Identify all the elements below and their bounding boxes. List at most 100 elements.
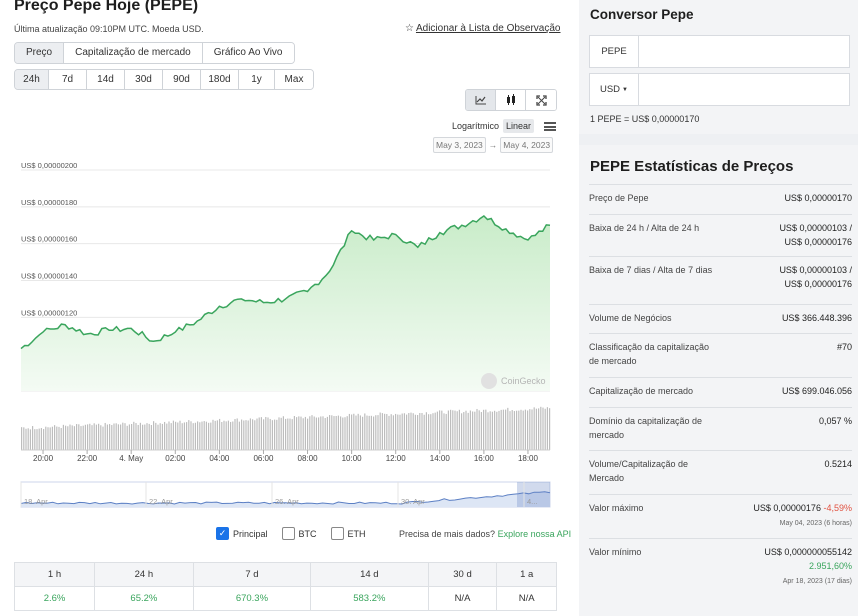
- checkbox-btc[interactable]: [281, 527, 295, 540]
- volume-bar: [188, 420, 190, 450]
- x-tick-label: 02:00: [165, 454, 186, 463]
- volume-bar: [274, 419, 276, 450]
- toggle-eth[interactable]: ETH: [330, 527, 366, 540]
- range-24h[interactable]: 24h: [15, 70, 49, 89]
- range-14d[interactable]: 14d: [87, 70, 125, 89]
- volume-bar: [491, 411, 493, 450]
- checkbox-principal[interactable]: ✓: [216, 527, 229, 540]
- toggle-btc[interactable]: BTC: [281, 527, 317, 540]
- api-link[interactable]: Explore nossa API: [497, 529, 572, 539]
- tab-market-cap[interactable]: Capitalização de mercado: [64, 43, 203, 63]
- range-7d[interactable]: 7d: [49, 70, 87, 89]
- volume-bar: [463, 412, 465, 450]
- volume-bar: [73, 426, 75, 450]
- candlestick-button[interactable]: [496, 90, 526, 110]
- volume-bar: [214, 420, 216, 450]
- volume-bar: [452, 410, 454, 450]
- volume-bar: [146, 423, 148, 450]
- date-to-input[interactable]: May 4, 2023: [500, 137, 554, 153]
- volume-bar: [166, 423, 168, 450]
- x-tick-label: 20:00: [33, 454, 54, 463]
- x-tick-label: 04:00: [209, 454, 230, 463]
- range-180d[interactable]: 180d: [201, 70, 239, 89]
- stat-value: US$ 699.046.056: [781, 386, 852, 396]
- volume-bar: [379, 412, 381, 450]
- scale-log[interactable]: Logarítmico: [452, 121, 500, 131]
- range-90d[interactable]: 90d: [163, 70, 201, 89]
- volume-bar: [359, 415, 361, 450]
- toggle-principal[interactable]: ✓ Principal: [216, 527, 268, 540]
- menu-icon[interactable]: [544, 121, 557, 131]
- volume-bar: [476, 408, 478, 450]
- line-chart-icon: [475, 96, 486, 105]
- arrow-icon: →: [488, 140, 498, 150]
- volume-bar: [212, 419, 214, 450]
- date-from-input[interactable]: May 3, 2023: [433, 137, 486, 153]
- volume-bar: [498, 410, 500, 450]
- volume-bar: [401, 413, 403, 450]
- volume-bar: [236, 418, 238, 450]
- volume-bar: [421, 413, 423, 450]
- volume-bar: [375, 415, 377, 450]
- line-chart-button[interactable]: [466, 90, 496, 110]
- volume-bar: [164, 421, 166, 450]
- y-tick-label: US$ 0,00000200: [21, 161, 77, 170]
- volume-bar: [513, 411, 515, 450]
- fullscreen-button[interactable]: [526, 90, 556, 110]
- volume-bar: [331, 415, 333, 450]
- stat-row-dominance: Domínio da capitalização de mercado 0,057…: [589, 407, 852, 450]
- volume-bar: [320, 416, 322, 450]
- volume-bar: [91, 425, 93, 450]
- stats-title: PEPE Estatísticas de Preços: [590, 158, 794, 175]
- add-watchlist-link[interactable]: ☆ Adicionar à Lista de Observação: [405, 23, 561, 34]
- range-30d[interactable]: 30d: [125, 70, 163, 89]
- series-toggles: ✓ Principal BTC ETH: [216, 527, 380, 540]
- volume-bar: [40, 428, 42, 450]
- converter-to-input[interactable]: [639, 74, 849, 105]
- volume-bar: [234, 419, 236, 450]
- volume-bar: [65, 425, 67, 450]
- volume-bar: [348, 413, 350, 450]
- volume-bar: [377, 415, 379, 450]
- date-range: May 3, 2023 → May 4, 2023: [433, 137, 554, 153]
- chart-tabs: Preço Capitalização de mercado Gráfico A…: [14, 42, 295, 64]
- tab-price[interactable]: Preço: [15, 43, 65, 63]
- scale-linear[interactable]: Linear: [503, 119, 535, 133]
- x-tick-label: 18:00: [518, 454, 539, 463]
- navigator-mask: [517, 482, 550, 507]
- volume-bar: [366, 415, 368, 450]
- perf-header-1y: 1 a: [496, 562, 557, 587]
- volume-bar: [478, 410, 480, 450]
- volume-bar: [406, 414, 408, 450]
- volume-bar: [186, 422, 188, 450]
- converter-title: Conversor Pepe: [590, 7, 694, 22]
- volume-bar: [181, 423, 183, 450]
- stat-label: Baixa de 7 dias / Alta de 7 dias: [589, 265, 713, 275]
- volume-bar: [494, 410, 496, 450]
- volume-bar: [430, 414, 432, 450]
- volume-bar: [304, 416, 306, 450]
- volume-bar: [326, 416, 328, 450]
- converter-to-select[interactable]: USD ▼: [590, 74, 639, 105]
- tab-live-chart[interactable]: Gráfico Ao Vivo: [202, 43, 294, 63]
- price-line: [20, 215, 551, 350]
- volume-bar: [309, 416, 311, 450]
- atl-value: US$ 0,000000055142: [764, 547, 852, 557]
- range-1y[interactable]: 1y: [239, 70, 275, 89]
- volume-bar: [428, 414, 430, 450]
- volume-bar: [219, 418, 221, 450]
- volume-bar: [373, 416, 375, 450]
- chart-type-selector: [465, 89, 557, 111]
- volume-bar: [124, 423, 126, 450]
- range-max[interactable]: Max: [275, 70, 313, 89]
- x-tick-label: 4. May: [119, 454, 143, 463]
- price-chart[interactable]: US$ 0,00000200 US$ 0,00000180 US$ 0,000001…: [0, 155, 572, 515]
- volume-bar: [313, 416, 315, 450]
- converter-from-input[interactable]: [639, 36, 849, 67]
- y-tick-label: US$ 0,00000120: [21, 308, 77, 317]
- volume-bar: [291, 419, 293, 450]
- api-promo-text: Precisa de mais dados?: [399, 529, 496, 539]
- volume-bar: [318, 417, 320, 450]
- volume-bar: [480, 412, 482, 450]
- checkbox-eth[interactable]: [330, 527, 344, 540]
